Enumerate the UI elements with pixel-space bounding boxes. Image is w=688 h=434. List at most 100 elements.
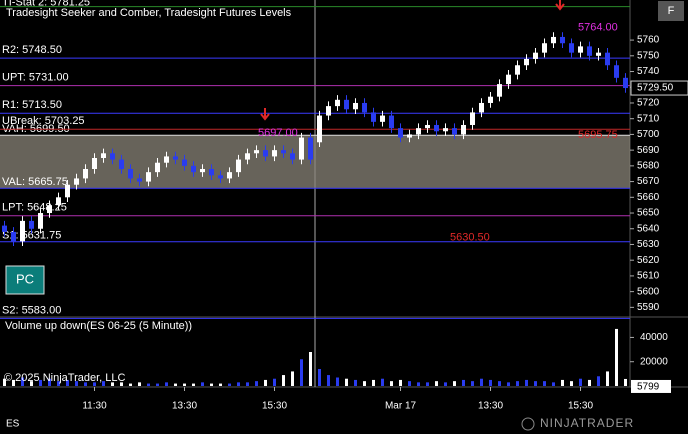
x-tick-label: Mar 17 bbox=[385, 401, 417, 412]
level-label: S1: 5631.75 bbox=[2, 230, 61, 242]
volume-bar bbox=[174, 383, 177, 386]
volume-bar bbox=[543, 381, 546, 386]
volume-bar bbox=[138, 382, 141, 386]
volume-bar bbox=[498, 381, 501, 386]
volume-bar bbox=[273, 378, 276, 386]
volume-bar bbox=[516, 381, 519, 386]
volume-bar bbox=[12, 379, 15, 386]
candle-body bbox=[110, 153, 115, 160]
instrument: ES bbox=[6, 419, 20, 430]
volume-bar bbox=[165, 382, 168, 386]
volume-bar bbox=[183, 383, 186, 386]
volume-bar bbox=[552, 382, 555, 386]
y-tick-label: 5720 bbox=[637, 98, 660, 109]
pc-button[interactable] bbox=[5, 265, 45, 295]
candle-body bbox=[272, 150, 277, 157]
candle-body bbox=[407, 134, 412, 138]
candle-body bbox=[20, 220, 25, 242]
last-price-label: 5729.50 bbox=[637, 83, 674, 94]
volume-bar bbox=[102, 381, 105, 386]
candle-body bbox=[281, 150, 286, 154]
volume-bar bbox=[120, 382, 123, 386]
corner-button-label[interactable]: F bbox=[668, 5, 675, 17]
candle-body bbox=[119, 159, 124, 170]
candle-body bbox=[380, 115, 385, 122]
logo: NINJATRADER bbox=[540, 416, 634, 430]
y-tick-label: 5620 bbox=[637, 255, 660, 266]
candle-body bbox=[506, 74, 511, 85]
volume-bar bbox=[84, 382, 87, 386]
volume-bar bbox=[381, 378, 384, 386]
candle-body bbox=[551, 36, 556, 44]
volume-title: Volume up down(ES 06-25 (5 Minute)) bbox=[5, 320, 192, 332]
candle-body bbox=[56, 197, 61, 206]
last-volume-label: 5799 bbox=[637, 382, 660, 393]
candle-body bbox=[236, 159, 241, 173]
candle-body bbox=[326, 106, 331, 116]
candle-body bbox=[182, 159, 187, 166]
volume-bar bbox=[291, 371, 294, 386]
chart-title: Tradesight Seeker and Comber, Tradesight… bbox=[6, 7, 292, 19]
signal-arrow bbox=[555, 0, 565, 11]
volume-bar bbox=[201, 382, 204, 386]
volume-bar bbox=[579, 378, 582, 386]
volume-bar bbox=[372, 379, 375, 386]
candle-body bbox=[227, 172, 232, 179]
y-tick-label: 5650 bbox=[637, 208, 660, 219]
volume-bar bbox=[570, 381, 573, 386]
volume-bar bbox=[327, 375, 330, 386]
volume-bar bbox=[21, 377, 24, 386]
y-tick-label: 5600 bbox=[637, 286, 660, 297]
price-annotation: 5764.00 bbox=[578, 22, 618, 34]
level-label: VAL: 5665.75 bbox=[2, 176, 68, 188]
candle-body bbox=[434, 124, 439, 132]
candle-body bbox=[308, 137, 313, 160]
candle-body bbox=[299, 137, 304, 160]
volume-bar bbox=[129, 383, 132, 386]
signal-arrow bbox=[260, 108, 270, 121]
x-tick-label: 15:30 bbox=[568, 401, 593, 412]
y-tick-label: 5700 bbox=[637, 129, 660, 140]
level-label: R2: 5748.50 bbox=[2, 44, 62, 56]
volume-bar bbox=[507, 382, 510, 386]
volume-bar bbox=[309, 352, 312, 386]
candle-body bbox=[479, 102, 484, 113]
volume-bar bbox=[39, 379, 42, 386]
candle-body bbox=[155, 162, 160, 173]
volume-bar bbox=[390, 381, 393, 386]
volume-bar bbox=[30, 381, 33, 386]
y-tick-label: 5660 bbox=[637, 192, 660, 203]
candle-body bbox=[101, 153, 106, 158]
volume-bar bbox=[435, 381, 438, 386]
volume-bar bbox=[615, 328, 618, 386]
volume-bar bbox=[192, 383, 195, 386]
candle-body bbox=[173, 156, 178, 160]
candle-body bbox=[263, 150, 268, 157]
volume-bar bbox=[147, 383, 150, 386]
volume-bar bbox=[354, 379, 357, 386]
candle-body bbox=[83, 169, 88, 179]
candle-body bbox=[623, 77, 628, 89]
volume-bar bbox=[66, 379, 69, 386]
volume-bar bbox=[561, 379, 564, 386]
corner-button[interactable] bbox=[658, 1, 684, 21]
pc-button-label[interactable]: PC bbox=[16, 271, 34, 286]
volume-bar bbox=[48, 378, 51, 386]
volume-bar bbox=[345, 378, 348, 386]
volume-bar bbox=[417, 382, 420, 386]
candle-body bbox=[65, 184, 70, 198]
candle-body bbox=[146, 172, 151, 182]
volume-bar bbox=[156, 383, 159, 386]
candle-body bbox=[137, 178, 142, 182]
candle-body bbox=[452, 128, 457, 135]
price-annotation: 5695.75 bbox=[578, 129, 618, 141]
y-tick-label: 40000 bbox=[640, 332, 668, 343]
candle-body bbox=[11, 231, 16, 242]
volume-bar bbox=[399, 379, 402, 386]
last-volume-box bbox=[631, 379, 671, 393]
y-tick-label: 5740 bbox=[637, 66, 660, 77]
candle-body bbox=[533, 52, 538, 59]
candle-body bbox=[425, 124, 430, 129]
